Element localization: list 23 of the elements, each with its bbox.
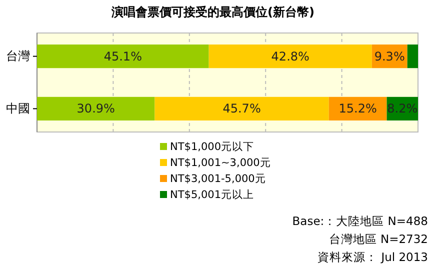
data-label: 42.8% xyxy=(271,49,310,64)
data-label: 30.9% xyxy=(76,102,115,116)
bar xyxy=(37,96,155,120)
bar xyxy=(328,96,387,120)
bar xyxy=(407,44,418,68)
legend-label: NT$5,001元以上 xyxy=(170,188,254,201)
data-label: 45.1% xyxy=(104,49,142,64)
legend-label: NT$1,000元以下 xyxy=(170,140,254,153)
y-tick-label: 台灣 xyxy=(6,49,30,64)
data-label: 9.3% xyxy=(374,49,405,64)
legend-label: NT$1,001~3,000元 xyxy=(170,157,271,169)
data-label: 45.7% xyxy=(222,102,261,116)
bar xyxy=(154,96,329,120)
bar xyxy=(37,44,209,68)
source-note: 資料來源： Jul 2013 xyxy=(318,250,428,264)
y-tick-label: 中國 xyxy=(6,102,30,116)
text: 台灣地區 N=2732 xyxy=(328,232,428,246)
data-label: 15.2% xyxy=(338,102,377,116)
bar xyxy=(208,44,372,68)
text: Base:：大陸地區 N=488 xyxy=(292,214,428,228)
legend-label: NT$3,001-5,000元 xyxy=(170,173,266,185)
data-label: 8.2% xyxy=(387,102,418,116)
chart-title: 演唱會票價可接受的最高價位(新台幣) xyxy=(110,5,314,19)
